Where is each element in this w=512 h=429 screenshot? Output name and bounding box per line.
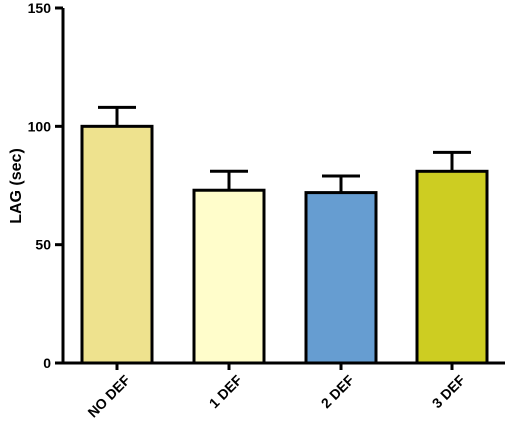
bars [80, 105, 489, 365]
x-tick-label: 2 DEF [318, 371, 358, 411]
x-axis: NO DEF 1 DEF 2 DEF 3 DEF [62, 361, 505, 421]
bar [80, 124, 154, 365]
y-tick-label: 100 [28, 118, 52, 134]
y-tick-label: 150 [28, 0, 52, 16]
bar [304, 191, 378, 365]
bar [415, 169, 489, 365]
x-tick-label: NO DEF [84, 371, 133, 420]
y-axis-title: LAG (sec) [8, 148, 25, 224]
x-tick-label: 1 DEF [206, 371, 246, 411]
y-tick-label: 50 [35, 237, 51, 253]
bar [192, 188, 266, 365]
x-tick-label: 3 DEF [429, 371, 469, 411]
y-axis: 0 50 100 150 [28, 0, 65, 371]
y-tick-label: 0 [43, 355, 51, 371]
